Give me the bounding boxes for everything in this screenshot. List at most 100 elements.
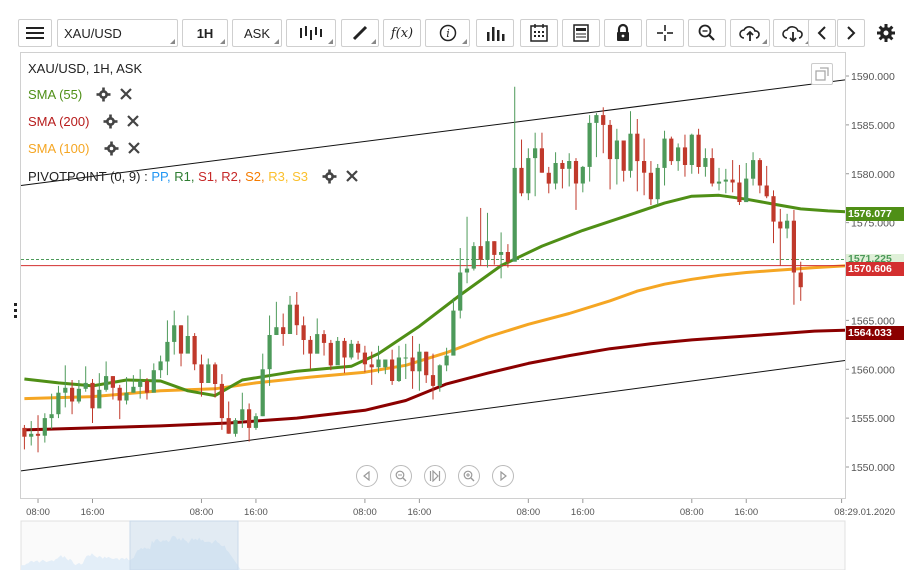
- candle: [655, 167, 660, 200]
- upload-button[interactable]: [730, 19, 770, 47]
- download-button[interactable]: [773, 19, 813, 47]
- reset-view-button[interactable]: [424, 465, 446, 487]
- candle: [778, 221, 783, 229]
- price-type-select[interactable]: ASK: [232, 19, 282, 47]
- svg-text:i: i: [446, 27, 450, 40]
- candle: [567, 161, 572, 169]
- candle: [369, 364, 374, 368]
- sma55-close-icon[interactable]: [119, 87, 133, 101]
- interval-value: 1H: [196, 25, 214, 41]
- candle: [117, 387, 122, 401]
- sma100-close-icon[interactable]: [127, 141, 141, 155]
- drag-handle[interactable]: [14, 303, 17, 321]
- pivot-r1: R1,: [174, 169, 195, 184]
- chevron-right-icon: [847, 26, 856, 40]
- navigator[interactable]: [20, 520, 846, 570]
- chevron-left-icon: [817, 26, 826, 40]
- candle: [573, 161, 579, 184]
- sma55-price-tag: 1576.077: [846, 207, 904, 221]
- candle: [83, 382, 88, 389]
- candle: [185, 336, 190, 354]
- legend-pivotpoint[interactable]: PIVOTPOINT (0, 9) : PP, R1, S1, R2, S2, …: [28, 169, 308, 184]
- legend-sma55[interactable]: SMA (55): [28, 87, 83, 102]
- menu-icon[interactable]: [18, 19, 52, 47]
- zoom-out-button[interactable]: [390, 465, 412, 487]
- lock-button[interactable]: [604, 19, 642, 47]
- candle: [642, 161, 647, 173]
- symbol-select[interactable]: XAU/USD: [57, 19, 178, 47]
- candle: [771, 196, 776, 222]
- x-tick-label: 16:00: [244, 507, 268, 518]
- candle: [621, 140, 626, 171]
- legend-title: XAU/USD, 1H, ASK: [28, 61, 143, 76]
- candle: [560, 163, 565, 169]
- pivot-gear-icon[interactable]: [322, 169, 337, 184]
- legend-sma100[interactable]: SMA (100): [28, 141, 90, 156]
- sma55-gear-icon[interactable]: [96, 87, 111, 102]
- candle: [744, 178, 749, 203]
- candle: [29, 433, 34, 437]
- candle: [410, 357, 415, 372]
- candle: [199, 364, 204, 383]
- y-tick-label: 1585.000: [851, 120, 895, 132]
- y-tick-label: 1555.000: [851, 413, 895, 425]
- candle: [172, 325, 177, 342]
- candle: [614, 140, 619, 160]
- bar-type-button[interactable]: [286, 19, 336, 47]
- news-icon: [573, 24, 589, 42]
- trend-lines: [20, 79, 846, 472]
- candle: [247, 409, 252, 428]
- candle: [49, 414, 54, 419]
- candle: [417, 351, 422, 372]
- candle: [696, 134, 701, 167]
- candle: [315, 334, 320, 354]
- bar-type-icon: [300, 26, 322, 40]
- settings-button[interactable]: [872, 19, 900, 47]
- price-type-value: ASK: [243, 25, 270, 41]
- volume-button[interactable]: [476, 19, 514, 47]
- candle: [662, 138, 667, 168]
- candle: [35, 433, 41, 436]
- candle: [213, 364, 218, 384]
- calendar-button[interactable]: [520, 19, 558, 47]
- candle: [751, 160, 756, 179]
- candle: [97, 389, 102, 409]
- sma100-gear-icon[interactable]: [104, 141, 119, 156]
- draw-button[interactable]: [341, 19, 379, 47]
- crosshair-icon: [657, 25, 673, 41]
- candle: [444, 355, 449, 366]
- pivot-name: PIVOTPOINT (0, 9): [28, 169, 141, 184]
- zoom-in-button[interactable]: [458, 465, 480, 487]
- legend-sma200[interactable]: SMA (200): [28, 114, 90, 129]
- zoom-button[interactable]: [688, 19, 726, 47]
- interval-select[interactable]: 1H: [182, 19, 228, 47]
- pivot-s2: S2,: [245, 169, 265, 184]
- scroll-left-button[interactable]: [808, 19, 836, 47]
- sma200-gear-icon[interactable]: [103, 114, 118, 129]
- scroll-right-button[interactable]: [837, 19, 865, 47]
- candle: [676, 147, 681, 162]
- pivot-r3: R3,: [268, 169, 289, 184]
- crosshair-button[interactable]: [646, 19, 684, 47]
- candle: [464, 268, 470, 273]
- expand-button[interactable]: [811, 63, 833, 85]
- candle: [253, 416, 258, 428]
- candle: [308, 339, 313, 354]
- candle: [138, 381, 143, 387]
- function-button[interactable]: f(x): [383, 19, 421, 47]
- menu-icon-glyph: [26, 27, 44, 39]
- x-tick-label: 16:00: [407, 507, 431, 518]
- pivot-close-icon[interactable]: [345, 169, 359, 183]
- y-tick-label: 1560.000: [851, 364, 895, 376]
- candle: [76, 388, 81, 402]
- pan-left-button[interactable]: [356, 465, 378, 487]
- toolbar: XAU/USD 1H ASK f(x) i: [0, 0, 906, 66]
- x-tick-label: 08:29.01.2020: [834, 507, 895, 518]
- sma200-price-tag: 1564.033: [846, 326, 904, 340]
- sma200-close-icon[interactable]: [126, 114, 140, 128]
- news-button[interactable]: [562, 19, 600, 47]
- pan-right-button[interactable]: [492, 465, 514, 487]
- candle: [281, 327, 286, 334]
- info-button[interactable]: i: [425, 19, 470, 47]
